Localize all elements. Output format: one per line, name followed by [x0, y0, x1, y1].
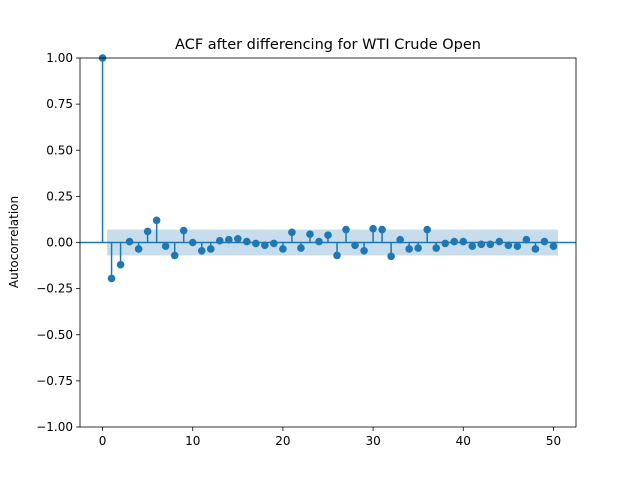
acf-point: [125, 237, 134, 246]
acf-point: [215, 236, 224, 245]
y-tick-label: 0.00: [46, 236, 73, 250]
acf-point: [261, 241, 269, 250]
acf-point: [369, 224, 377, 233]
acf-point: [396, 235, 404, 244]
acf-point: [288, 228, 296, 237]
acf-point: [351, 241, 359, 250]
y-tick-label: 0.25: [46, 189, 73, 203]
acf-point: [531, 245, 540, 253]
acf-point: [414, 244, 422, 252]
acf-point: [225, 235, 233, 244]
y-tick-label: −0.50: [36, 328, 73, 342]
acf-point: [197, 247, 206, 255]
acf-point: [270, 239, 278, 248]
acf-point: [252, 239, 260, 248]
plot-area: [80, 54, 576, 283]
y-tick-label: 0.75: [46, 97, 73, 111]
x-tick-label: 20: [275, 434, 290, 448]
acf-point: [188, 238, 197, 247]
acf-point: [206, 245, 215, 253]
acf-point: [459, 237, 468, 246]
acf-point: [179, 226, 188, 235]
x-tick-label: 10: [185, 434, 200, 448]
acf-point: [378, 225, 386, 234]
y-tick-label: −0.25: [36, 282, 73, 296]
acf-point: [360, 247, 368, 255]
acf-point: [342, 225, 350, 234]
x-tick-label: 50: [546, 434, 561, 448]
y-tick-label: −1.00: [36, 420, 73, 434]
acf-point: [297, 244, 305, 252]
acf-point: [306, 230, 314, 238]
acf-point: [513, 242, 522, 250]
x-tick-label: 0: [99, 434, 107, 448]
acf-point: [143, 227, 152, 236]
acf-point: [107, 274, 116, 283]
acf-point: [522, 235, 531, 244]
acf-point: [387, 252, 395, 261]
acf-point: [423, 225, 432, 234]
x-tick-label: 30: [365, 434, 380, 448]
acf-point: [134, 245, 143, 253]
y-tick-label: −0.75: [36, 374, 73, 388]
acf-point: [405, 245, 413, 253]
axes: 0 10 20 30 40 50 1.00 0.75 0.50 0.25 0.00 −0.25 −0.5…: [36, 51, 577, 448]
acf-point: [152, 216, 161, 225]
acf-point: [504, 241, 513, 250]
acf-point: [161, 242, 170, 250]
y-axis-label: Autocorrelation: [7, 196, 21, 288]
acf-point: [477, 240, 486, 249]
acf-point: [116, 260, 125, 269]
acf-point: [450, 237, 459, 246]
x-tick-label: 40: [456, 434, 471, 448]
acf-point: [549, 242, 558, 250]
acf-point: [243, 237, 251, 246]
acf-point: [486, 240, 495, 249]
acf-point: [540, 237, 549, 246]
acf-point: [324, 231, 332, 239]
chart-title: ACF after differencing for WTI Crude Ope…: [175, 37, 481, 53]
acf-point: [432, 244, 441, 252]
acf-point: [234, 235, 242, 243]
acf-point: [441, 239, 450, 248]
acf-point: [468, 242, 477, 250]
acf-point: [495, 237, 504, 246]
y-tick-label: 1.00: [46, 51, 73, 65]
y-tick-label: 0.50: [46, 143, 73, 157]
acf-point: [315, 237, 323, 246]
acf-point: [170, 251, 179, 260]
acf-point: [279, 245, 287, 253]
acf-point: [333, 251, 341, 260]
